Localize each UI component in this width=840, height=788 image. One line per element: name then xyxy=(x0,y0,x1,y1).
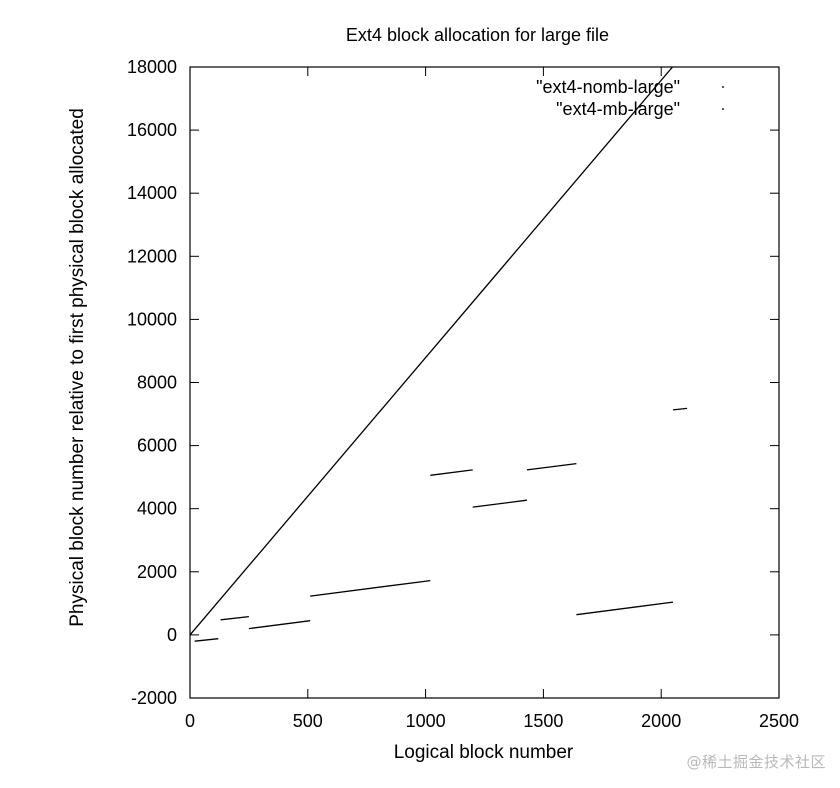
y-tick-label: 14000 xyxy=(127,183,177,203)
plot-frame xyxy=(189,66,780,699)
watermark-text: @稀土掘金技术社区 xyxy=(686,753,826,771)
y-tick-label: 6000 xyxy=(137,436,177,456)
y-tick-label: 8000 xyxy=(137,373,177,393)
y-tick-label: 2000 xyxy=(137,562,177,582)
x-tick-label: 2000 xyxy=(641,711,681,731)
legend-label-2: "ext4-mb-large" xyxy=(556,99,680,119)
series-2-segment xyxy=(310,579,431,597)
x-tick-label: 2500 xyxy=(759,711,799,731)
x-tick-label: 1000 xyxy=(406,711,446,731)
y-tick-label: 12000 xyxy=(127,246,177,266)
x-tick-label: 0 xyxy=(185,711,195,731)
series-2-segment xyxy=(430,469,473,476)
series-2-segment xyxy=(220,615,249,621)
series-2 xyxy=(194,407,688,642)
y-tick-label: 16000 xyxy=(127,120,177,140)
series-2-segment xyxy=(526,462,577,471)
y-tick-label: 4000 xyxy=(137,499,177,519)
y-tick-label: 18000 xyxy=(127,57,177,77)
series-2-segment xyxy=(576,601,674,616)
series-1-segment xyxy=(190,67,673,636)
y-tick-label: -2000 xyxy=(131,688,177,708)
series-2-segment xyxy=(248,620,311,630)
series-2-segment xyxy=(472,499,527,508)
x-axis-label: Logical block number xyxy=(394,742,574,763)
chart-title: Ext4 block allocation for large file xyxy=(346,25,609,45)
y-tick-label: 0 xyxy=(167,625,177,645)
series-2-segment xyxy=(672,407,688,411)
x-tick-label: 500 xyxy=(293,711,323,731)
y-tick-label: 10000 xyxy=(127,309,177,329)
series-2-segment xyxy=(194,638,219,642)
x-tick-label: 1500 xyxy=(523,711,563,731)
y-axis-label: Physical block number relative to first … xyxy=(67,108,88,627)
series-1 xyxy=(190,67,673,636)
legend-label-1: "ext4-nomb-large" xyxy=(536,77,680,97)
